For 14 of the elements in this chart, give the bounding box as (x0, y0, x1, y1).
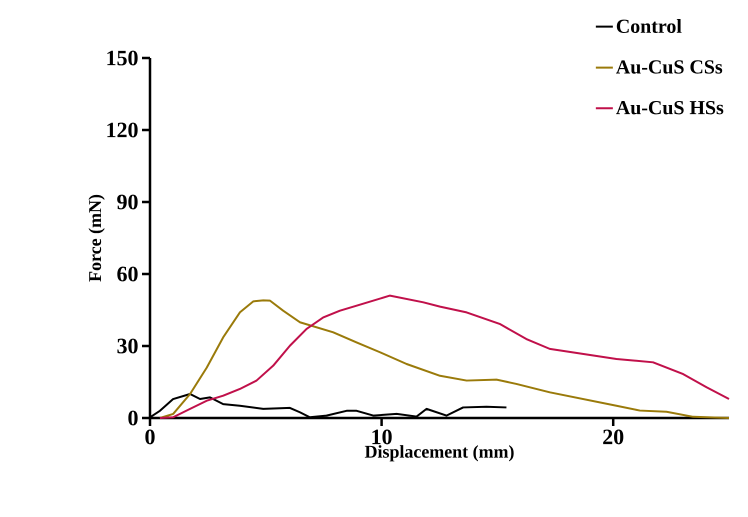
y-tick-label: 150 (107, 50, 138, 66)
x-tick-label: 20 (603, 430, 624, 444)
y-tick-label: 0 (128, 410, 138, 426)
y-tick-label: 60 (117, 266, 138, 282)
x-axis-title: Displacement (mm) (364, 445, 514, 462)
y-tick-label: 90 (117, 194, 138, 210)
y-tick-label: 120 (107, 122, 138, 138)
legend-label: Au-CuS CSs (616, 60, 722, 74)
x-tick-label: 10 (372, 430, 392, 444)
legend-label: Au-CuS HSs (616, 100, 724, 114)
legend-label: Control (616, 18, 682, 33)
y-tick-label: 30 (117, 338, 138, 354)
x-tick-label: 0 (145, 430, 155, 444)
y-axis-title: Force (mN) (88, 194, 105, 282)
